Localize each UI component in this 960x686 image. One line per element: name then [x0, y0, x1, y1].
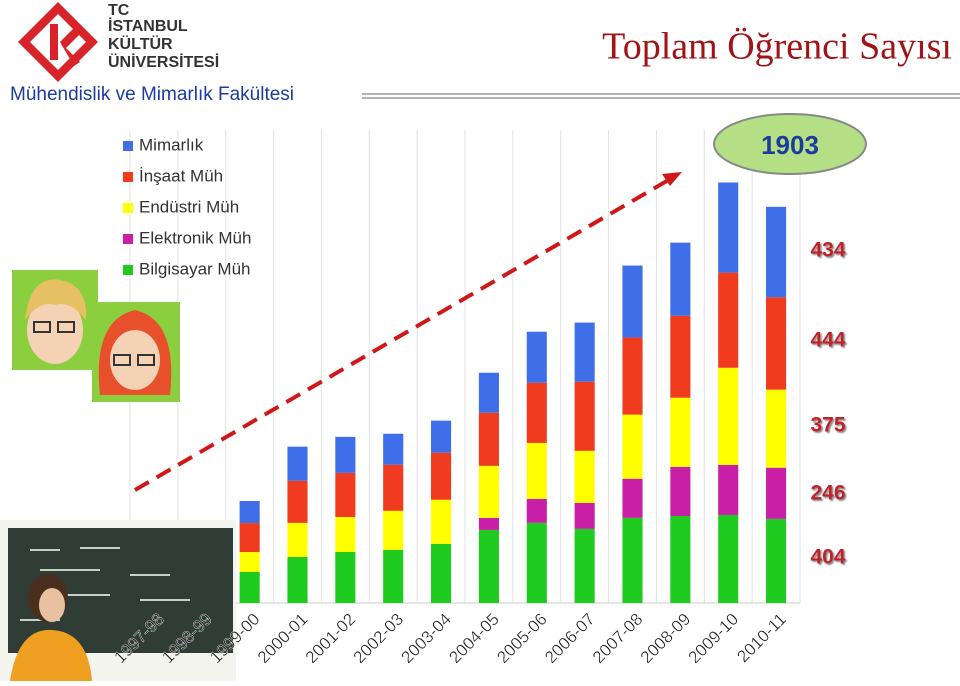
bar-segment — [335, 551, 356, 603]
bar-segment — [718, 514, 739, 603]
bar-segment — [766, 389, 787, 468]
bar-segment — [335, 517, 356, 552]
legend-swatch — [123, 265, 133, 275]
x-tick-label: 2008-09 — [637, 610, 695, 668]
total-ellipse — [713, 113, 867, 175]
bar-segment — [383, 464, 404, 511]
bar-segment — [478, 372, 499, 413]
logo — [18, 2, 98, 82]
legend-label: Elektronik Müh — [139, 228, 251, 247]
bar-segment — [239, 551, 260, 572]
x-tick-label: 2002-03 — [350, 610, 408, 668]
x-tick-label: 2003-04 — [398, 610, 456, 668]
legend-label: İnşaat Müh — [139, 166, 223, 185]
bar-segment — [526, 382, 547, 443]
bar-segment — [478, 465, 499, 518]
bar-segment — [718, 367, 739, 465]
legend-label: Endüstri Müh — [139, 197, 239, 216]
bar-segment — [287, 556, 308, 603]
bar-segment — [622, 517, 643, 603]
bar-segment — [622, 265, 643, 338]
bar-segment — [574, 502, 595, 529]
bar-segment — [526, 331, 547, 383]
bar-segment — [766, 467, 787, 519]
bar-segment — [574, 528, 595, 603]
bar-segment — [526, 442, 547, 499]
segment-value-label: 246 — [810, 482, 845, 505]
logo-text: ÜNİVERSİTESİ — [108, 52, 219, 71]
bar-segment — [287, 522, 308, 557]
bar-segment — [574, 450, 595, 503]
total-label: 1903 — [761, 130, 819, 160]
bar-segment — [622, 414, 643, 479]
bar-segment — [335, 436, 356, 473]
x-tick-label: 2006-07 — [541, 610, 599, 668]
x-tick-label: 2010-11 — [733, 610, 790, 667]
logo-text: KÜLTÜR — [108, 34, 173, 53]
bar-segment — [574, 322, 595, 382]
bar-segment — [670, 515, 691, 603]
bar-segment — [431, 452, 452, 500]
bar-segment — [766, 518, 787, 603]
legend-swatch — [123, 141, 133, 151]
bar-segment — [622, 337, 643, 415]
bar-segment — [670, 242, 691, 316]
bar-segment — [478, 412, 499, 466]
legend-label: Mimarlık — [139, 135, 204, 154]
bar-segment — [526, 522, 547, 603]
bar-segment — [431, 420, 452, 453]
x-tick-label: 2005-06 — [493, 610, 551, 668]
x-tick-label: 2000-01 — [254, 610, 312, 668]
chart-title: Toplam Öğrenci Sayısı — [602, 26, 952, 68]
legend-swatch — [123, 203, 133, 213]
bar-segment — [574, 381, 595, 451]
bar-segment — [670, 315, 691, 398]
legend-swatch — [123, 234, 133, 244]
x-tick-label: 2004-05 — [445, 610, 503, 668]
trend-arrow — [133, 176, 674, 492]
bar-segment — [526, 498, 547, 523]
bar-segment — [718, 272, 739, 368]
bar-segment — [718, 464, 739, 515]
bar-segment — [431, 499, 452, 544]
segment-value-label: 375 — [810, 414, 845, 437]
bar-segment — [622, 478, 643, 518]
legend-swatch — [123, 172, 133, 182]
bar-segment — [383, 510, 404, 550]
bar-segment — [383, 433, 404, 465]
bar-segment — [766, 297, 787, 390]
bar-segment — [718, 182, 739, 273]
x-tick-label: 2007-08 — [589, 610, 647, 668]
bar-segment — [239, 523, 260, 552]
logo-text: İSTANBUL — [108, 17, 188, 35]
bar-segment — [478, 517, 499, 530]
bar-segment — [670, 466, 691, 516]
bar-segment — [239, 571, 260, 603]
logo-text: TC — [108, 2, 130, 19]
bar-segment — [287, 480, 308, 523]
segment-value-label: 434 — [810, 239, 845, 262]
legend-label: Bilgisayar Müh — [139, 259, 251, 278]
faculty: Mühendislik ve Mimarlık Fakültesi — [10, 84, 294, 105]
bar-segment — [431, 543, 452, 603]
bar-segment — [670, 397, 691, 467]
bar-segment — [766, 206, 787, 298]
cartoon-faces — [12, 270, 180, 402]
segment-value-label: 404 — [810, 546, 845, 569]
bar-segment — [239, 500, 260, 524]
teacher-photo — [0, 520, 236, 681]
x-tick-label: 2009-10 — [685, 610, 743, 668]
bar-segment — [478, 529, 499, 603]
segment-value-label: 444 — [810, 329, 845, 352]
x-tick-label: 2001-02 — [302, 610, 360, 668]
bar-segment — [383, 549, 404, 603]
bar-segment — [335, 472, 356, 518]
arrow-head — [662, 172, 682, 186]
bar-segment — [287, 446, 308, 481]
